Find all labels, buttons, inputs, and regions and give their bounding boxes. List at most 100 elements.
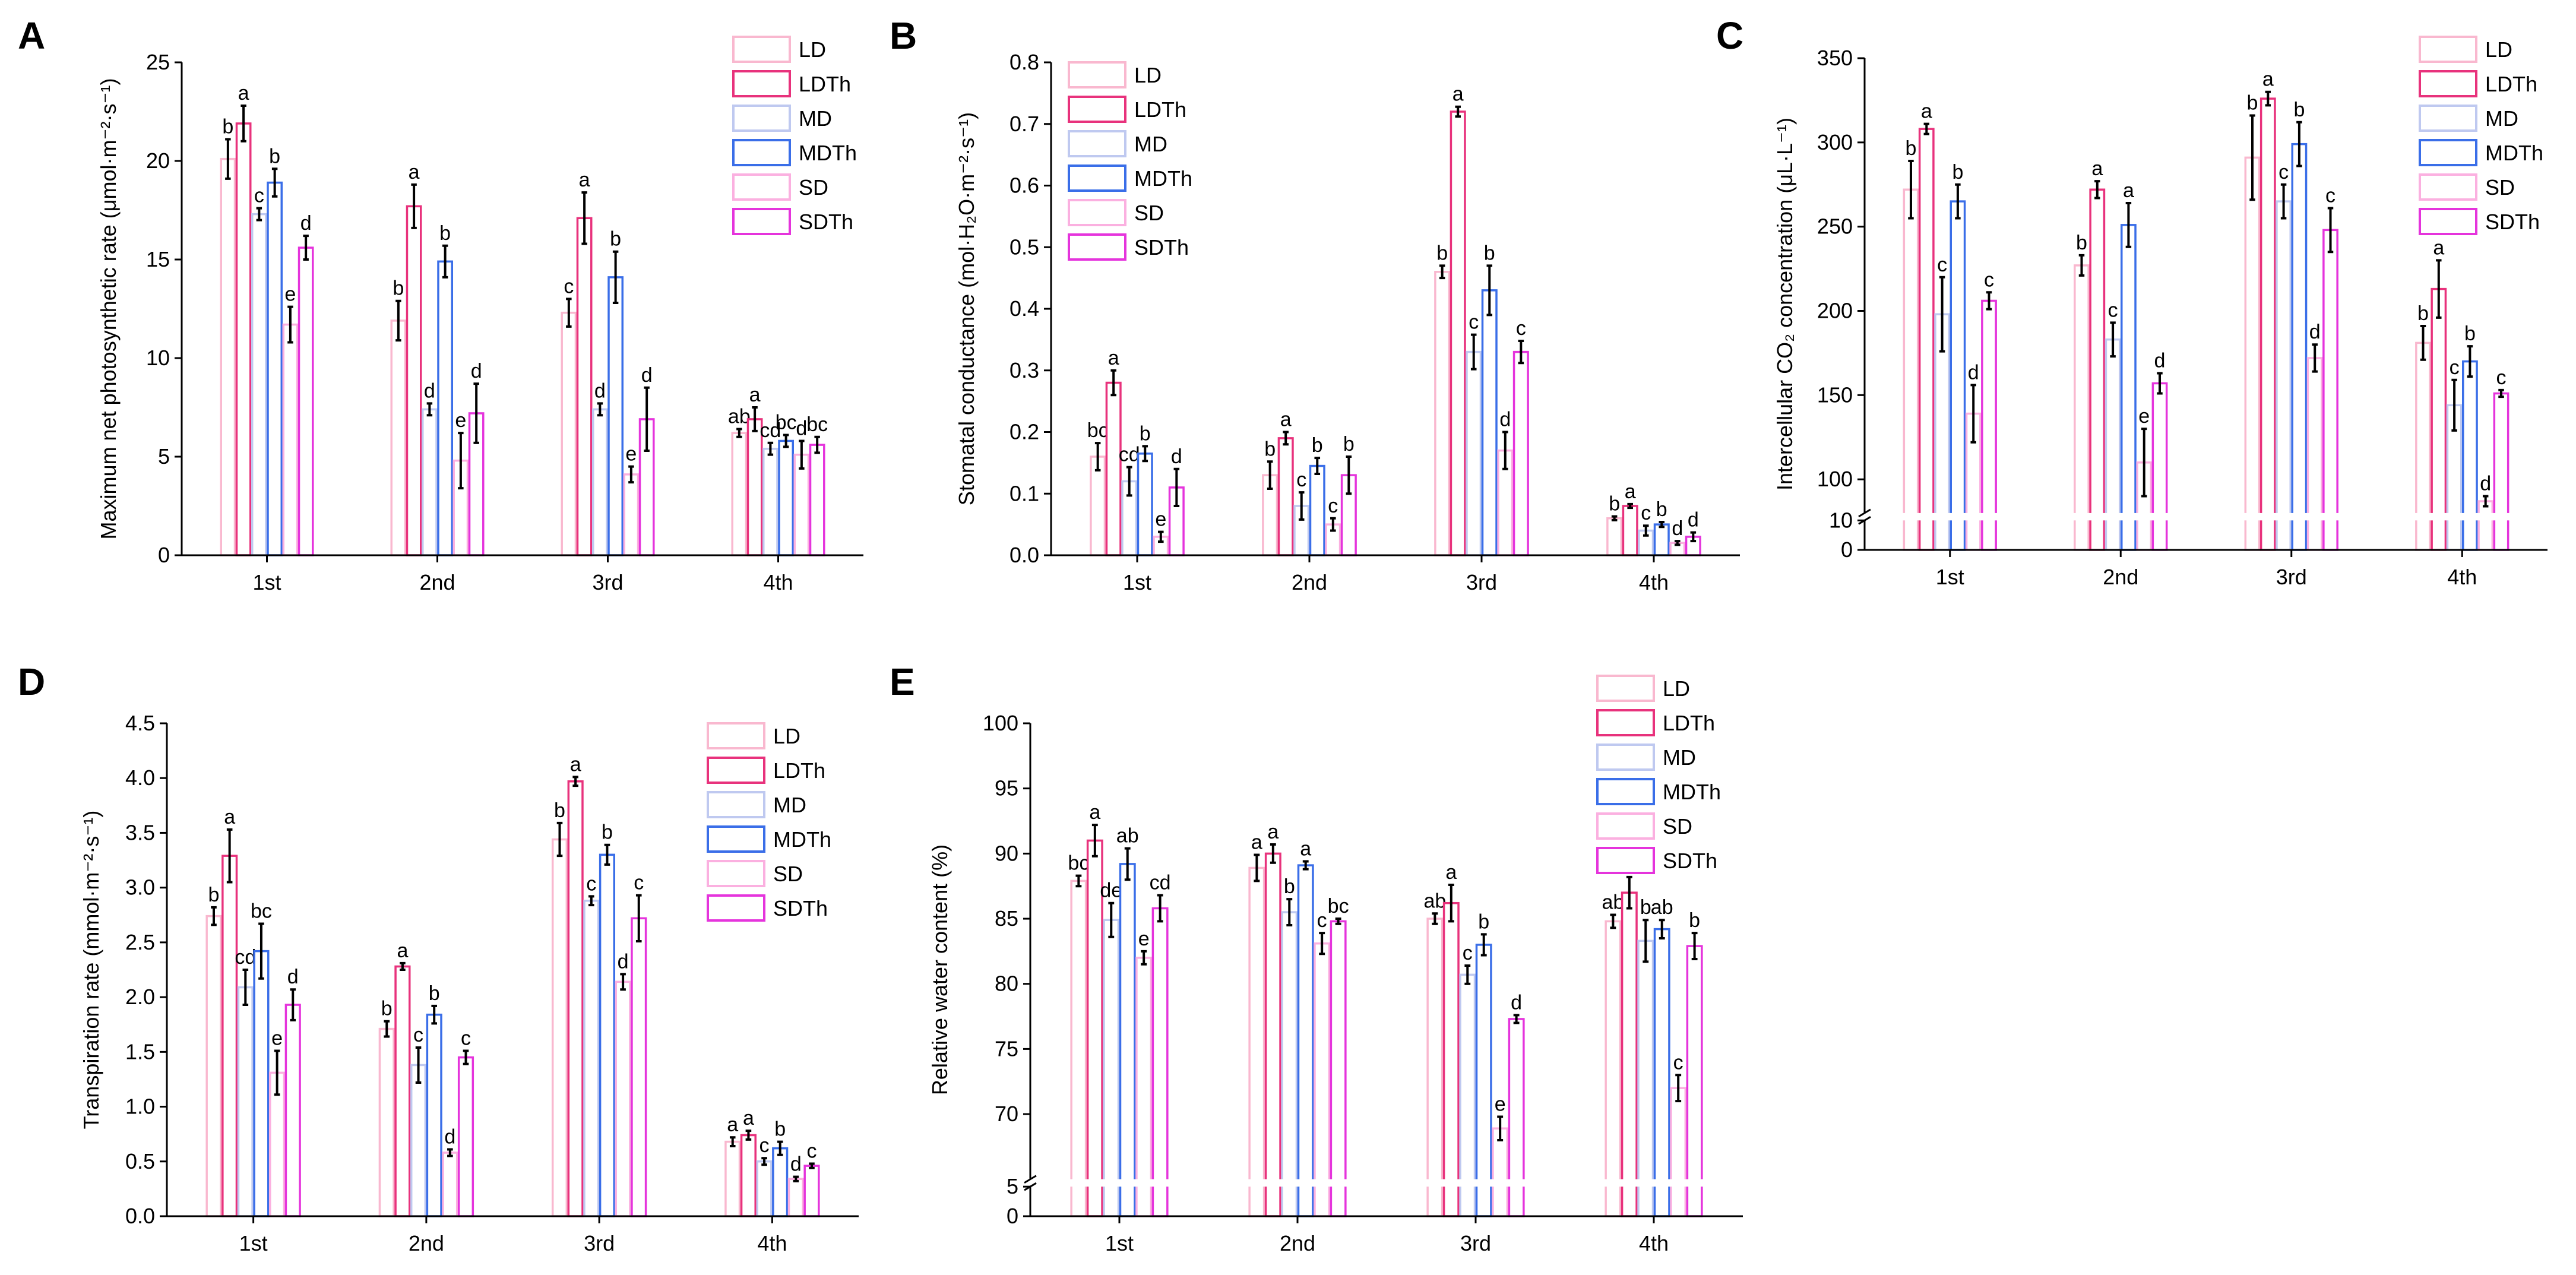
significance-label: e <box>455 409 466 432</box>
bar-LDTh-2nd <box>406 205 422 556</box>
significance-label: d <box>790 1153 802 1176</box>
legend-label-SD: SD <box>773 862 803 886</box>
significance-label: b <box>2076 232 2087 254</box>
bar-SD-3rd <box>2306 357 2323 551</box>
error-bar <box>1986 291 1992 311</box>
y-tick-label: 5 <box>158 444 170 469</box>
bar-LDTh-4th <box>2431 287 2447 551</box>
error-bar <box>2110 321 2116 358</box>
significance-label: d <box>287 966 299 988</box>
error-bar <box>745 1130 752 1141</box>
significance-label: b <box>393 277 404 300</box>
significance-label: b <box>381 998 393 1020</box>
error-bar <box>415 1046 422 1084</box>
error-bar <box>2094 180 2100 200</box>
axes: 0 5 70 75 80 85 90 95 100 1st 2nd 3rd 4th <box>983 711 1743 1255</box>
error-bar <box>604 843 610 866</box>
significance-label: e <box>271 1027 283 1049</box>
error-bar <box>2482 495 2489 508</box>
legend-label-MDTh: MDTh <box>799 141 857 165</box>
significance-label: d <box>424 379 435 402</box>
y-tick-label: 85 <box>995 906 1018 931</box>
legend-swatch-SDTh <box>732 208 791 235</box>
significance-label: a <box>2262 68 2274 91</box>
significance-label: bc <box>1328 895 1349 918</box>
x-tick-label: 2nd <box>2103 565 2138 589</box>
axes: 0.0 0.5 1.0 1.5 2.0 2.5 3.0 3.5 4.0 4.5 1st 2nd 3rd 4… <box>125 711 859 1255</box>
error-bar <box>597 402 603 417</box>
x-tick-label: 4th <box>1639 1231 1669 1255</box>
significance-label: c <box>2450 356 2460 379</box>
bar-LD-2nd <box>1248 866 1265 1217</box>
legend-label-LDTh: LDTh <box>1663 711 1715 735</box>
bar-LDTh-3rd <box>1442 901 1460 1217</box>
significance-label: a <box>1089 801 1100 824</box>
legend-label-SDTh: SDTh <box>799 210 853 234</box>
y-tick-label: 70 <box>995 1102 1018 1126</box>
significance-label: d <box>1499 409 1511 431</box>
significance-label: c <box>254 185 264 207</box>
significance-label: bc <box>806 413 828 436</box>
bar-LDTh-3rd <box>1450 110 1466 556</box>
error-bar <box>1267 460 1273 490</box>
significance-label: d <box>1688 509 1699 531</box>
error-bar <box>635 894 642 943</box>
bar-LD-2nd <box>390 319 407 556</box>
legend: LD LDTh MD MDTh SD SDTh <box>2419 36 2543 235</box>
bar-MDTh-1st <box>1950 200 1966 551</box>
error-bar <box>793 1175 799 1182</box>
bar-MDTh-2nd <box>437 260 454 556</box>
bar-MDTh-4th <box>2462 360 2478 551</box>
bar-LDTh-2nd <box>2089 188 2106 551</box>
bar-LD-1st <box>1070 879 1087 1217</box>
bar-SD-3rd <box>615 980 631 1217</box>
significance-label: a <box>1251 831 1262 854</box>
significance-label: b <box>2293 99 2305 121</box>
significance-label: b <box>1640 896 1651 919</box>
legend-swatch-SDTh <box>707 894 765 922</box>
significance-label: d <box>796 417 807 439</box>
significance-label: c <box>1641 502 1651 524</box>
bar-SD-3rd <box>623 473 640 556</box>
error-bar <box>2467 345 2473 378</box>
error-bar <box>1094 442 1101 472</box>
bar-MDTh-4th <box>778 439 795 556</box>
significance-label: b <box>1478 910 1489 933</box>
error-bar <box>1142 445 1148 463</box>
error-bar <box>240 105 246 143</box>
legend-swatch-LDTh <box>1596 709 1655 736</box>
error-bar <box>1497 1115 1504 1141</box>
significance-label: a <box>224 806 235 828</box>
y-tick-label: 0 <box>1841 537 1853 562</box>
legend-swatch-LDTh <box>2419 70 2477 97</box>
error-bar <box>1464 964 1471 985</box>
significance-label: e <box>1155 508 1166 531</box>
error-bar <box>644 386 650 453</box>
legend-swatch-MD <box>732 105 791 132</box>
error-bar <box>1126 466 1132 497</box>
bar-SD-1st <box>1135 957 1153 1217</box>
legend-swatch-MD <box>2419 105 2477 132</box>
panel-letter: A <box>18 14 45 57</box>
bar-LD-2nd <box>2074 264 2090 551</box>
y-tick-label: 0.2 <box>1009 420 1039 444</box>
bar-MD-3rd <box>583 900 600 1217</box>
error-bar <box>426 402 433 417</box>
error-bar <box>2141 428 2147 498</box>
axes: 0 5 10 15 20 25 1st 2nd 3rd 4th <box>146 50 863 594</box>
legend-label-LDTh: LDTh <box>2485 72 2537 96</box>
panel-A: Abacbedbadbedcadbedabacdbcdbc05101520251… <box>18 14 863 594</box>
significance-label: ab <box>1116 825 1139 847</box>
y-tick-label: 0 <box>1007 1204 1018 1228</box>
error-bar <box>1302 860 1309 871</box>
y-tick-label: 250 <box>1817 214 1853 239</box>
x-tick-label: 1st <box>1936 565 1964 589</box>
bar-MD-4th <box>1637 939 1654 1217</box>
bar-LDTh-1st <box>235 122 252 556</box>
significance-label: a <box>743 1107 754 1130</box>
error-bar <box>1970 384 1976 444</box>
bar-MD-1st <box>237 986 254 1217</box>
significance-label: ab <box>1651 896 1673 919</box>
